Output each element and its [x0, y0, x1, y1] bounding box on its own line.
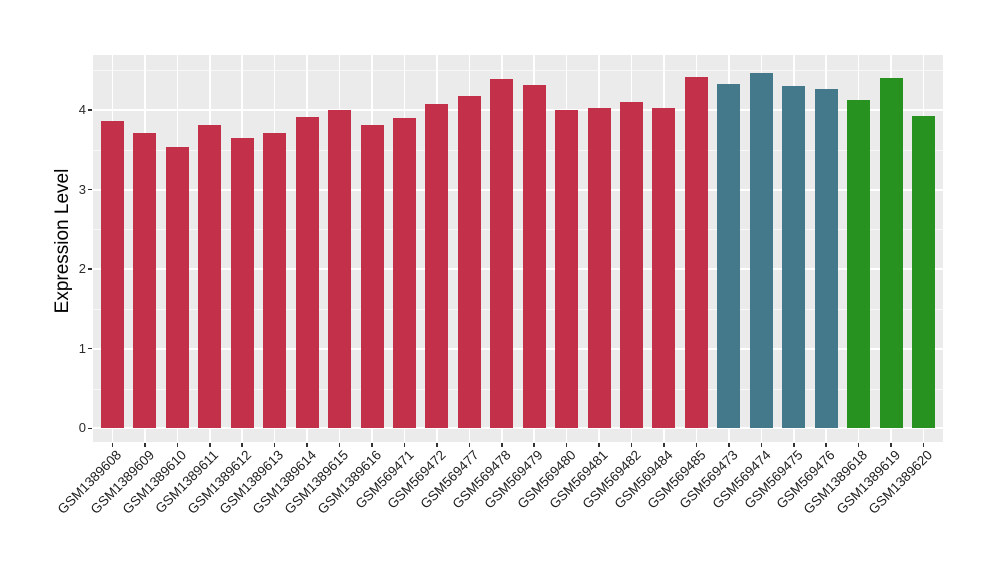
x-tick-mark: [760, 443, 763, 447]
gridline-minor: [93, 308, 943, 310]
x-tick-mark: [468, 443, 471, 447]
x-tick-mark: [241, 443, 243, 447]
bar-GSM569480: [555, 109, 579, 429]
x-tick-mark: [922, 443, 925, 447]
bar-GSM569482: [620, 102, 644, 429]
y-axis-title: Expression Level: [52, 168, 73, 314]
x-tick-mark: [111, 443, 114, 447]
bar-GSM569473: [717, 83, 741, 429]
bar-GSM1389620: [912, 116, 936, 429]
y-tick-label: 2: [78, 261, 86, 277]
y-tick-mark: [88, 268, 92, 270]
bar-GSM1389612: [230, 137, 254, 429]
bar-GSM569484: [652, 108, 676, 429]
x-tick-mark: [144, 443, 146, 447]
x-tick-mark: [306, 443, 308, 447]
x-tick-mark: [728, 443, 730, 447]
bar-GSM569476: [814, 89, 838, 429]
bar-GSM569479: [522, 84, 546, 429]
bar-GSM569478: [490, 78, 514, 429]
x-tick-mark: [695, 443, 698, 447]
bar-GSM569477: [457, 96, 481, 429]
y-tick-mark: [88, 347, 92, 350]
x-tick-mark: [209, 443, 211, 447]
y-tick-mark: [88, 188, 92, 191]
x-tick-mark: [598, 443, 600, 447]
bar-GSM1389613: [263, 133, 287, 429]
bar-GSM1389609: [133, 133, 157, 429]
x-tick-mark: [371, 443, 373, 447]
x-tick-mark: [533, 443, 535, 447]
x-tick-mark: [436, 443, 438, 447]
x-tick-mark: [176, 443, 179, 447]
bar-GSM1389619: [879, 78, 903, 429]
bar-GSM569485: [684, 77, 708, 429]
bar-GSM569481: [587, 108, 611, 429]
bar-GSM569475: [782, 86, 806, 429]
x-tick-mark: [857, 443, 860, 447]
gridline-major: [93, 347, 943, 350]
y-tick-label: 3: [78, 181, 86, 197]
gridline-major: [93, 427, 943, 430]
y-tick-mark: [88, 427, 92, 430]
x-tick-mark: [630, 443, 633, 447]
x-tick-mark: [793, 443, 795, 447]
x-tick-mark: [890, 443, 892, 447]
bar-GSM1389616: [360, 125, 384, 429]
gridline-minor: [93, 149, 943, 151]
x-tick-mark: [825, 443, 827, 447]
gridline-minor: [93, 229, 943, 231]
bar-GSM1389610: [165, 146, 189, 429]
gridline-major: [93, 108, 943, 111]
x-tick-mark: [565, 443, 568, 447]
plot-panel: [93, 55, 943, 442]
y-tick-label: 0: [78, 420, 86, 436]
bar-GSM569472: [425, 103, 449, 429]
y-tick-label: 1: [78, 340, 86, 356]
x-tick-mark: [403, 443, 406, 447]
bar-GSM1389618: [847, 99, 871, 429]
x-tick-mark: [338, 443, 341, 447]
gridline-minor: [93, 70, 943, 72]
bar-GSM569471: [392, 117, 416, 429]
bar-GSM1389615: [328, 109, 352, 429]
bar-GSM1389614: [295, 117, 319, 429]
y-tick-mark: [88, 109, 92, 111]
gridline-major: [93, 268, 943, 271]
x-tick-mark: [663, 443, 665, 447]
bar-GSM1389611: [198, 125, 222, 429]
gridline-minor: [93, 388, 943, 390]
bar-GSM569474: [749, 73, 773, 429]
x-tick-mark: [273, 443, 276, 447]
bar-GSM1389608: [100, 121, 124, 429]
gridline-major: [93, 188, 943, 191]
y-tick-label: 4: [78, 101, 86, 117]
x-tick-mark: [501, 443, 503, 447]
